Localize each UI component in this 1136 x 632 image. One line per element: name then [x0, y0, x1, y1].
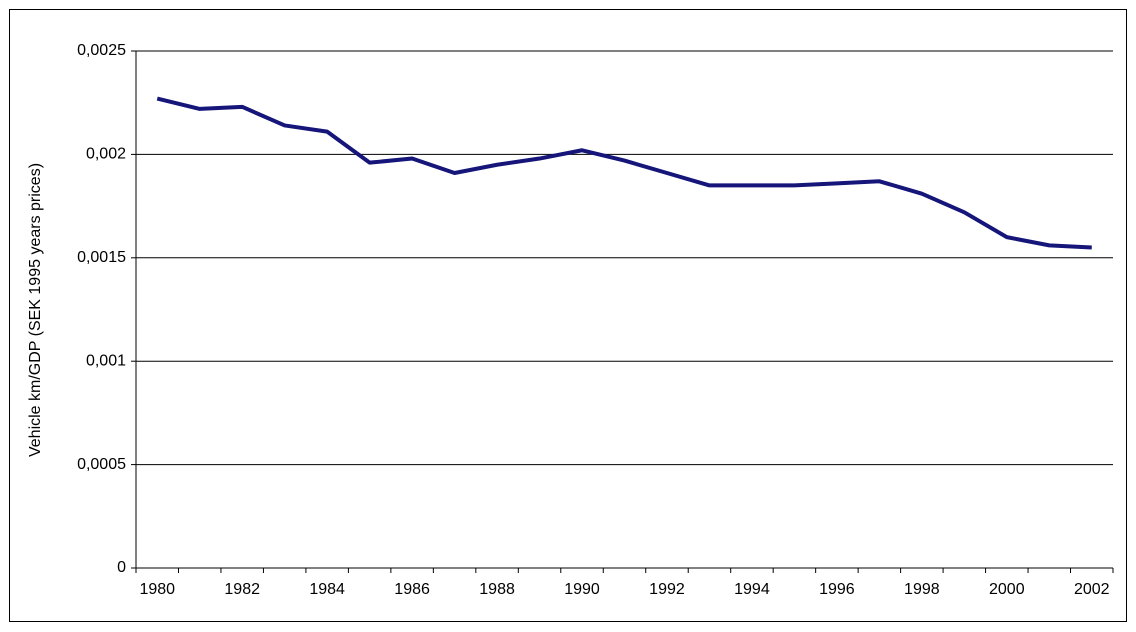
y-tick-label: 0 [117, 559, 126, 576]
y-axis-label: Vehicle km/GDP (SEK 1995 years prices) [27, 163, 44, 457]
line-series [156, 96, 1092, 250]
x-tick-label: 1988 [479, 581, 515, 598]
x-tick-label: 1984 [309, 581, 345, 598]
x-tick-label: 1992 [649, 581, 685, 598]
chart-border [9, 9, 1127, 622]
x-tick-label: 1990 [564, 581, 600, 598]
x-tick-label: 2000 [989, 581, 1025, 598]
x-tick-label: 1986 [394, 581, 430, 598]
x-tick-label: 2002 [1074, 581, 1110, 598]
x-tick-label: 1998 [904, 581, 940, 598]
x-tick-label: 1996 [819, 581, 855, 598]
y-tick-label: 0,001 [86, 352, 126, 369]
y-tick-label: 0,002 [86, 146, 126, 163]
y-tick-label: 0,0005 [77, 456, 126, 473]
x-tick-label: 1980 [139, 581, 175, 598]
x-tick-label: 1994 [734, 581, 770, 598]
y-tick-label: 0,0025 [77, 42, 126, 59]
x-tick-label: 1982 [224, 581, 260, 598]
y-tick-label: 0,0015 [77, 249, 126, 266]
